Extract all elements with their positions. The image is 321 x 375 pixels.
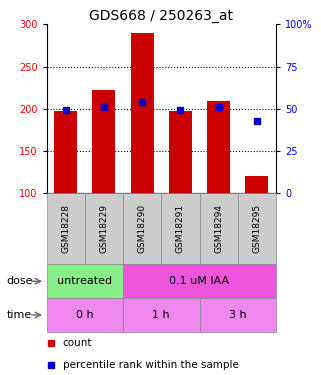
Text: dose: dose [6, 276, 33, 286]
Bar [169, 111, 192, 193]
Text: percentile rank within the sample: percentile rank within the sample [63, 360, 239, 370]
Text: GSM18228: GSM18228 [61, 204, 70, 253]
Text: time: time [6, 310, 32, 320]
Text: GSM18294: GSM18294 [214, 204, 223, 253]
Text: GSM18229: GSM18229 [100, 204, 108, 253]
Text: 0 h: 0 h [76, 310, 94, 320]
Bar [246, 176, 268, 193]
Text: 3 h: 3 h [229, 310, 247, 320]
Text: 0.1 uM IAA: 0.1 uM IAA [169, 276, 230, 286]
Text: GSM18295: GSM18295 [252, 204, 261, 254]
Bar [207, 101, 230, 193]
Text: 1 h: 1 h [152, 310, 170, 320]
Title: GDS668 / 250263_at: GDS668 / 250263_at [89, 9, 233, 23]
Bar [131, 33, 154, 193]
Bar [92, 90, 116, 193]
Text: untreated: untreated [57, 276, 112, 286]
Text: count: count [63, 338, 92, 348]
Text: GSM18291: GSM18291 [176, 204, 185, 254]
Text: GSM18290: GSM18290 [138, 204, 147, 254]
Bar [54, 111, 77, 193]
